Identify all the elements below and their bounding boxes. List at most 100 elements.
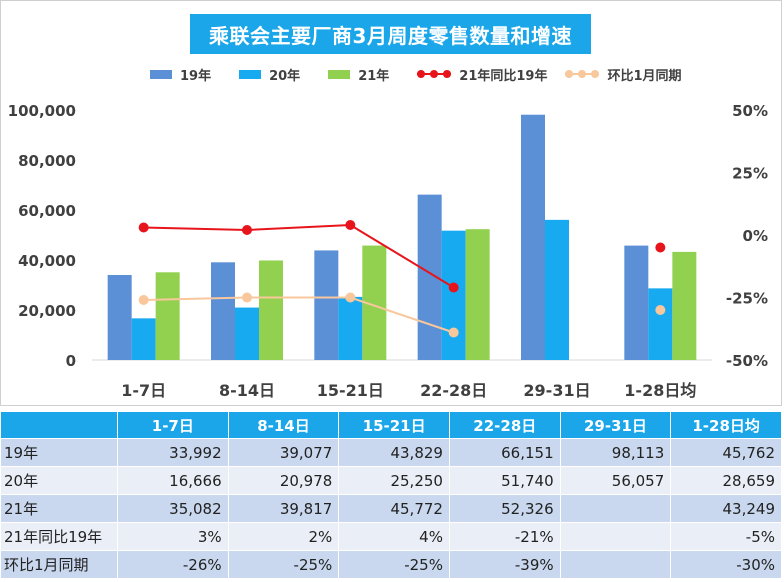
legend-item-20: 20年 — [239, 65, 300, 84]
table-cell: -25% — [338, 550, 450, 579]
table-header-cell: 15-21日 — [338, 411, 450, 439]
table-cell: 45,772 — [338, 494, 450, 523]
table-cell: -26% — [117, 550, 229, 579]
table-cell: 51,740 — [448, 466, 561, 495]
y2-tick-label: -50% — [726, 352, 768, 370]
table-cell: 33,992 — [117, 438, 229, 467]
table-header-cell — [0, 411, 118, 439]
table-row: 环比1月同期 -26% -25% -25% -39% -30% — [0, 550, 782, 579]
bar-19 — [211, 262, 235, 360]
table-row-label: 21年 — [0, 494, 118, 523]
point-yoy — [448, 282, 459, 293]
table-row-label: 20年 — [0, 466, 118, 495]
legend-line-yoy — [417, 68, 452, 80]
line-yoy — [143, 223, 455, 289]
legend-label-20: 20年 — [269, 68, 301, 84]
point-yoy — [242, 225, 252, 235]
table-row-label: 环比1月同期 — [0, 550, 118, 579]
legend-swatch-21 — [328, 69, 351, 79]
table-cell: 16,666 — [117, 466, 229, 495]
bar-20 — [131, 318, 156, 360]
table-header-cell: 1-28日均 — [670, 411, 782, 439]
legend-line-mom — [565, 68, 600, 80]
table-cell — [559, 494, 672, 523]
y-tick-label: 100,000 — [8, 102, 76, 120]
data-table: 1-7日 8-14日 15-21日 22-28日 29-31日 1-28日均 1… — [0, 411, 782, 579]
chart-plot: 0 20,000 40,000 60,000 80,000 100,000 -50% -25%… — [8, 102, 768, 400]
y-tick-label: 20,000 — [18, 302, 76, 320]
table-header-row: 1-7日 8-14日 15-21日 22-28日 29-31日 1-28日均 — [0, 411, 782, 439]
table-cell: 43,829 — [338, 438, 450, 467]
table-cell: -39% — [448, 550, 561, 579]
x-tick-label: 1-28日均 — [624, 381, 696, 400]
table-cell: -5% — [670, 522, 782, 551]
bar-21 — [259, 260, 283, 360]
y-tick-label: 60,000 — [18, 202, 76, 220]
table-row-label: 21年同比19年 — [0, 522, 118, 551]
point-yoy — [345, 220, 356, 230]
table-row: 19年 33,992 39,077 43,829 66,151 98,113 4… — [0, 438, 782, 467]
table-cell: 35,082 — [117, 494, 229, 523]
bar-19 — [624, 245, 649, 360]
table-cell: 45,762 — [670, 438, 782, 467]
bar-21 — [672, 251, 697, 360]
legend: 19年 20年 21年 21年同比19年 环比1月同期 — [150, 64, 710, 84]
chart-frame — [0, 0, 782, 406]
table-header-cell: 22-28日 — [448, 411, 561, 439]
table-cell: -21% — [448, 522, 561, 551]
bar-20 — [441, 230, 466, 360]
legend-label-mom: 环比1月同期 — [607, 68, 682, 84]
table-row-label: 19年 — [0, 438, 118, 467]
y2-tick-label: 0% — [743, 227, 768, 245]
y2-tick-label: 50% — [732, 102, 768, 120]
point-mom — [242, 292, 252, 303]
table-row: 21年同比19年 3% 2% 4% -21% -5% — [0, 522, 782, 551]
table-cell: 56,057 — [559, 466, 672, 495]
legend-item-yoy: 21年同比19年 — [417, 65, 547, 84]
point-yoy — [138, 222, 149, 233]
table-row: 20年 16,666 20,978 25,250 51,740 56,057 2… — [0, 466, 782, 495]
table-cell: 98,113 — [559, 438, 672, 467]
table-header-cell: 29-31日 — [559, 411, 672, 439]
y2-tick-label: 25% — [732, 165, 768, 183]
x-tick-label: 1-7日 — [121, 381, 166, 400]
chart-title: 乘联会主要厂商3月周度零售数量和增速 — [190, 14, 591, 54]
legend-item-mom: 环比1月同期 — [565, 65, 682, 84]
table-cell: 28,659 — [670, 466, 782, 495]
point-mom — [448, 327, 459, 338]
y-tick-label: 40,000 — [18, 252, 76, 270]
point-yoy — [655, 242, 666, 253]
table-cell: 66,151 — [448, 438, 561, 467]
bar-20 — [545, 219, 569, 360]
table-cell: 43,249 — [670, 494, 782, 523]
bar-21 — [155, 272, 180, 360]
bar-19 — [107, 275, 132, 360]
bar-20 — [235, 307, 259, 360]
table-cell: 25,250 — [338, 466, 450, 495]
table-cell: 3% — [117, 522, 229, 551]
legend-item-21: 21年 — [328, 65, 389, 84]
legend-item-19: 19年 — [150, 65, 211, 84]
point-mom — [345, 292, 356, 303]
legend-label-21: 21年 — [358, 68, 390, 84]
table-cell: 20,978 — [227, 466, 340, 495]
bar-19 — [521, 114, 545, 360]
table-cell: 52,326 — [448, 494, 561, 523]
point-mom — [655, 305, 666, 315]
y2-tick-label: -25% — [726, 290, 768, 308]
bar-20 — [338, 296, 363, 360]
table-cell: 4% — [338, 522, 450, 551]
y-tick-label: 0 — [66, 352, 76, 370]
table-header-cell: 1-7日 — [117, 411, 229, 439]
x-tick-label: 15-21日 — [317, 381, 384, 400]
bar-21 — [465, 229, 490, 360]
x-tick-label: 29-31日 — [523, 381, 590, 400]
x-tick-label: 8-14日 — [219, 381, 275, 400]
table-cell: 39,817 — [227, 494, 340, 523]
table-cell: -30% — [670, 550, 782, 579]
table-cell: -25% — [227, 550, 340, 579]
bar-20 — [648, 288, 673, 360]
bar-19 — [314, 250, 339, 360]
table-cell: 39,077 — [227, 438, 340, 467]
legend-swatch-20 — [239, 69, 262, 79]
